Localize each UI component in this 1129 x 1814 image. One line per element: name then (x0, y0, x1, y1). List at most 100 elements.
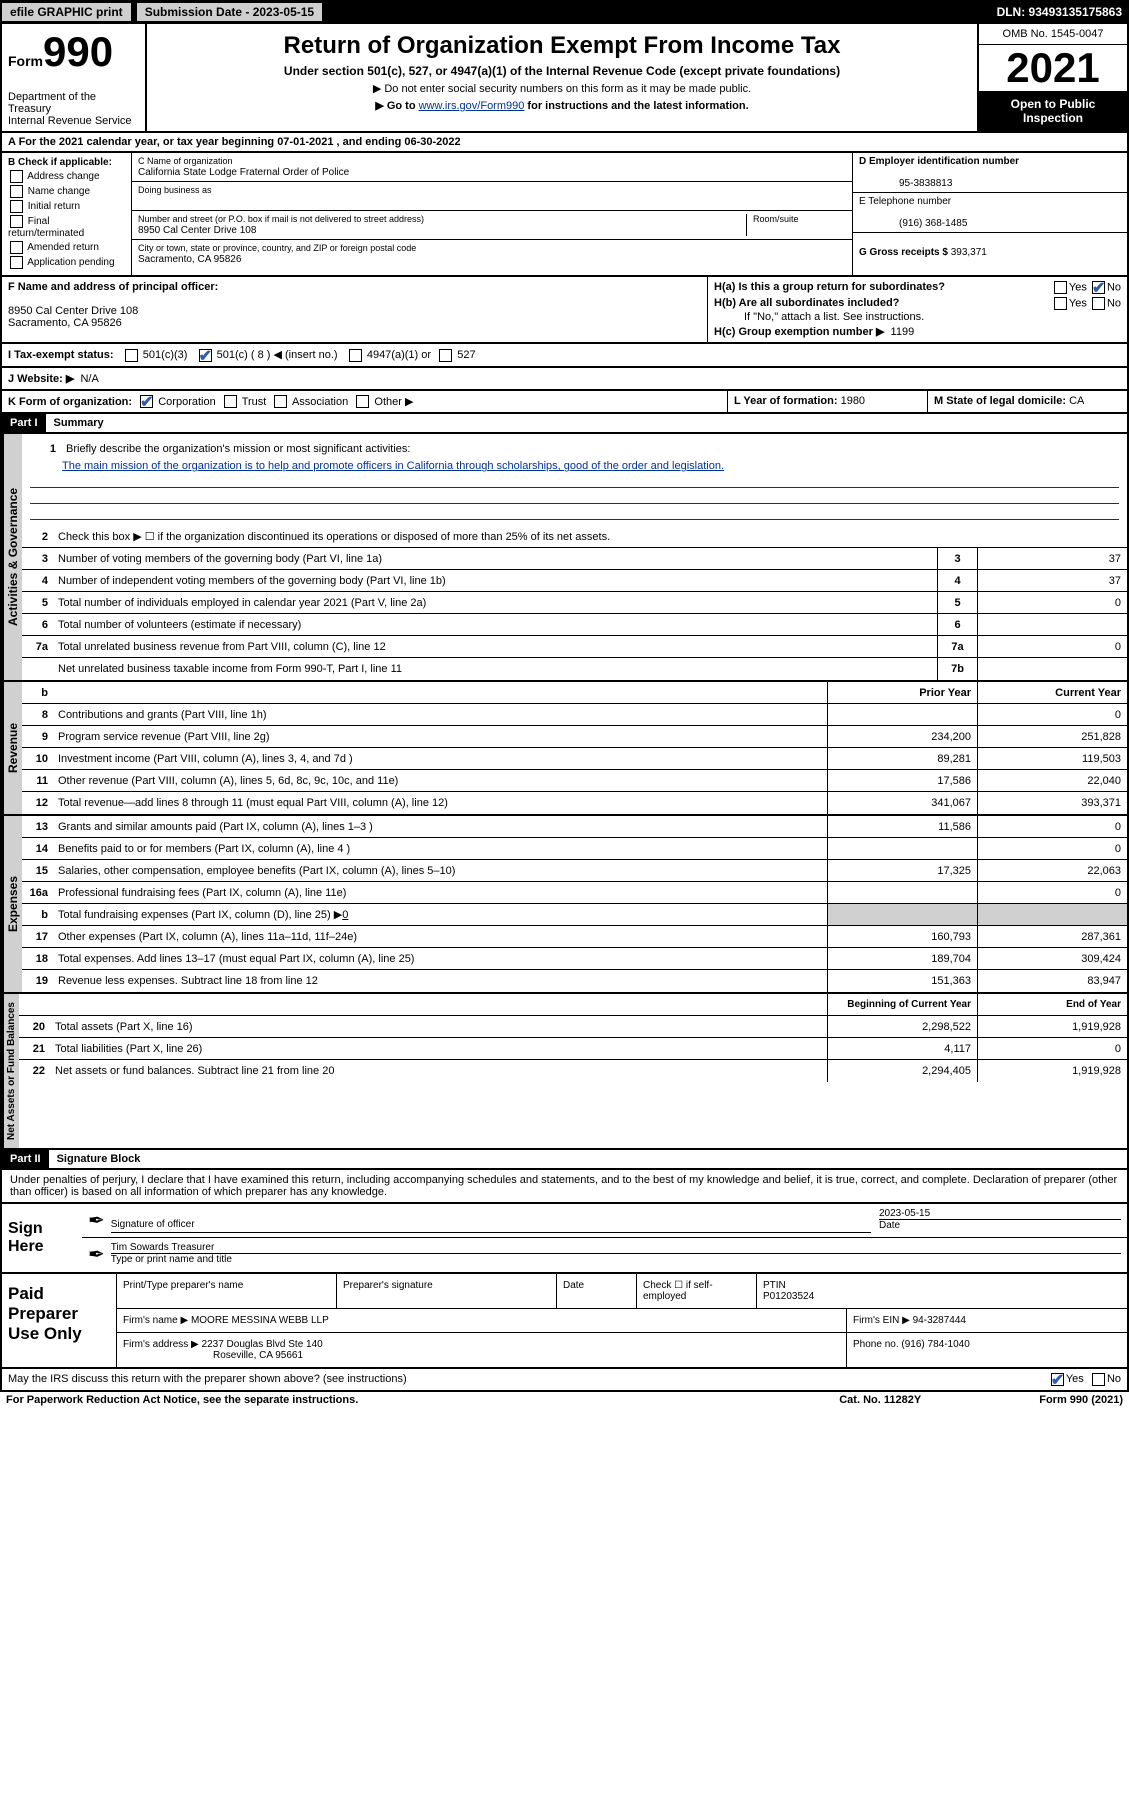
section-d-e-g: D Employer identification number95-38388… (852, 153, 1127, 275)
501c3-checkbox[interactable] (125, 349, 138, 362)
form-subtitle: Under section 501(c), 527, or 4947(a)(1)… (157, 64, 967, 78)
part2-header: Part II Signature Block (0, 1150, 1129, 1170)
org-name: California State Lodge Fraternal Order o… (138, 167, 349, 178)
l20-end: 1,919,928 (977, 1016, 1127, 1037)
submission-date: Submission Date - 2023-05-15 (136, 2, 323, 22)
l15-prior: 17,325 (827, 860, 977, 881)
l20-beg: 2,298,522 (827, 1016, 977, 1037)
ein: 95-3838813 (859, 178, 952, 189)
l9-prior: 234,200 (827, 726, 977, 747)
l16a-curr: 0 (977, 882, 1127, 903)
omb-number: OMB No. 1545-0047 (979, 24, 1127, 45)
discuss-yes-checkbox[interactable] (1051, 1373, 1064, 1386)
name-change-checkbox[interactable] (10, 185, 23, 198)
ssn-note: ▶ Do not enter social security numbers o… (157, 82, 967, 95)
l18-curr: 309,424 (977, 948, 1127, 969)
firm-addr1: 2237 Douglas Blvd Ste 140 (202, 1339, 323, 1350)
line7b-val (977, 658, 1127, 680)
line-a-tax-year: A For the 2021 calendar year, or tax yea… (0, 133, 1129, 153)
assoc-checkbox[interactable] (274, 395, 287, 408)
telephone: (916) 368-1485 (859, 218, 967, 229)
corp-checkbox[interactable] (140, 395, 153, 408)
l21-beg: 4,117 (827, 1038, 977, 1059)
form-word: Form (8, 53, 43, 69)
l14-prior (827, 838, 977, 859)
l10-curr: 119,503 (977, 748, 1127, 769)
l13-curr: 0 (977, 816, 1127, 837)
vert-label-expenses: Expenses (2, 816, 22, 992)
discuss-no-checkbox[interactable] (1092, 1373, 1105, 1386)
hb-yes-checkbox[interactable] (1054, 297, 1067, 310)
state-domicile: CA (1069, 395, 1084, 407)
4947-checkbox[interactable] (349, 349, 362, 362)
l11-curr: 22,040 (977, 770, 1127, 791)
ha-yes-checkbox[interactable] (1054, 281, 1067, 294)
initial-return-checkbox[interactable] (10, 200, 23, 213)
l22-end: 1,919,928 (977, 1060, 1127, 1082)
527-checkbox[interactable] (439, 349, 452, 362)
vert-label-net: Net Assets or Fund Balances (2, 994, 19, 1148)
open-inspection: Open to Public Inspection (979, 91, 1127, 131)
section-f-h: F Name and address of principal officer:… (0, 277, 1129, 344)
sign-here-block: Sign Here ✒Signature of officer2023-05-1… (0, 1204, 1129, 1274)
amended-return-checkbox[interactable] (10, 241, 23, 254)
trust-checkbox[interactable] (224, 395, 237, 408)
l18-prior: 189,704 (827, 948, 977, 969)
name-arrow-icon: ✒ (88, 1242, 105, 1267)
l13-prior: 11,586 (827, 816, 977, 837)
firm-ein: 94-3287444 (913, 1315, 966, 1326)
hb-no-checkbox[interactable] (1092, 297, 1105, 310)
form-title: Return of Organization Exempt From Incom… (157, 32, 967, 60)
form990-link[interactable]: www.irs.gov/Form990 (419, 100, 525, 112)
dln: DLN: 93493135175863 (997, 5, 1128, 19)
row-j: J Website: ▶ N/A (0, 368, 1129, 391)
identity-block: B Check if applicable: Address change Na… (0, 153, 1129, 277)
form-number: 990 (43, 28, 113, 75)
l16a-prior (827, 882, 977, 903)
sig-date: 2023-05-15 (879, 1208, 930, 1219)
vert-label-revenue: Revenue (2, 682, 22, 814)
firm-addr2: Roseville, CA 95661 (123, 1350, 303, 1361)
city-state-zip: Sacramento, CA 95826 (138, 254, 241, 265)
form-header: Form990 Department of the Treasury Inter… (0, 24, 1129, 133)
vert-label-activities: Activities & Governance (2, 434, 22, 680)
l15-curr: 22,063 (977, 860, 1127, 881)
l16b-val: 0 (342, 909, 348, 921)
officer-name: Tim Sowards Treasurer (111, 1242, 215, 1253)
row-k-l-m: K Form of organization: Corporation Trus… (0, 391, 1129, 415)
line3-val: 37 (977, 548, 1127, 569)
net-assets-section: Net Assets or Fund Balances Beginning of… (0, 994, 1129, 1150)
goto-note: ▶ Go to www.irs.gov/Form990 for instruct… (157, 99, 967, 112)
signature-arrow-icon: ✒ (88, 1208, 105, 1233)
part1-header: Part I Summary (0, 414, 1129, 434)
final-return-checkbox[interactable] (10, 215, 23, 228)
l12-prior: 341,067 (827, 792, 977, 814)
l19-curr: 83,947 (977, 970, 1127, 992)
l17-curr: 287,361 (977, 926, 1127, 947)
perjury-declaration: Under penalties of perjury, I declare th… (0, 1170, 1129, 1204)
501c-checkbox[interactable] (199, 349, 212, 362)
ha-no-checkbox[interactable] (1092, 281, 1105, 294)
expenses-section: Expenses 13Grants and similar amounts pa… (0, 816, 1129, 994)
irs-label: Internal Revenue Service (8, 115, 139, 127)
l8-curr: 0 (977, 704, 1127, 725)
street-address: 8950 Cal Center Drive 108 (138, 225, 256, 236)
dept-treasury: Department of the Treasury (8, 91, 139, 115)
year-formation: 1980 (841, 395, 865, 407)
address-change-checkbox[interactable] (10, 170, 23, 183)
application-pending-checkbox[interactable] (10, 256, 23, 269)
line4-val: 37 (977, 570, 1127, 591)
website: N/A (80, 373, 98, 385)
revenue-section: Revenue bPrior YearCurrent Year 8Contrib… (0, 682, 1129, 816)
officer-addr1: 8950 Cal Center Drive 108 (8, 305, 138, 317)
l11-prior: 17,586 (827, 770, 977, 791)
firm-phone: (916) 784-1040 (901, 1339, 969, 1350)
discuss-row: May the IRS discuss this return with the… (0, 1369, 1129, 1392)
mission-statement: The main mission of the organization is … (30, 460, 1119, 472)
gross-receipts: 393,371 (951, 247, 987, 258)
efile-print-link[interactable]: efile GRAPHIC print (1, 2, 132, 22)
l12-curr: 393,371 (977, 792, 1127, 814)
l21-end: 0 (977, 1038, 1127, 1059)
l14-curr: 0 (977, 838, 1127, 859)
other-checkbox[interactable] (356, 395, 369, 408)
